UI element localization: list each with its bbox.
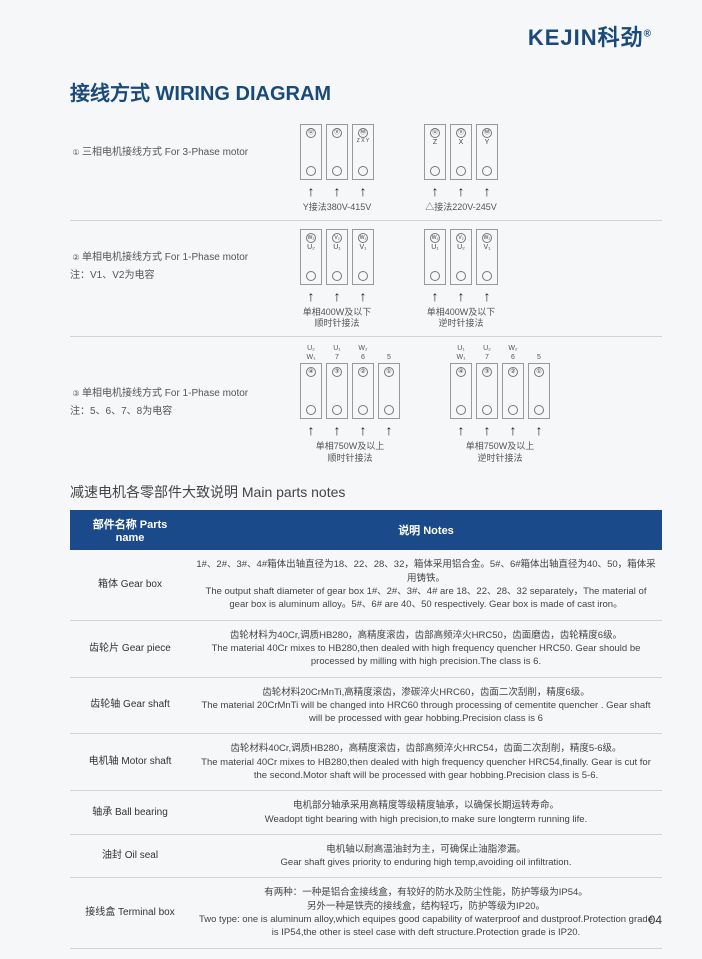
- brand-logo: KEJIN科劲®: [70, 20, 662, 52]
- col-partsname: 部件名称 Parts name: [70, 510, 190, 550]
- page-title: 接线方式 WIRING DIAGRAM: [70, 77, 662, 106]
- wiring-row-2: ②单相电机接线方式 For 1-Phase motor 注：V1、V2为电容 W…: [70, 221, 662, 337]
- table-row: 箱体 Gear box1#、2#、3#、4#箱体出轴直径为18、22、28、32…: [70, 550, 662, 620]
- parts-notes-title: 减速电机各零部件大致说明 Main parts notes: [70, 482, 662, 502]
- table-row: 齿轮轴 Gear shaft齿轮材料20CrMnTi,高精度滚齿，渗碳淬火HRC…: [70, 677, 662, 734]
- col-notes: 说明 Notes: [190, 510, 662, 550]
- terminal-group-2b: W₁U₁ V₂U₂ W₂V₁ ↑↑↑ 单相400W及以下 逆时针接法: [424, 229, 498, 330]
- terminal-group-3a: U₂U₁W₂ W₁765 ④ ③ ② ① ↑↑↑↑ 单相750W及以上 顺时针接…: [300, 345, 400, 464]
- parts-table: 部件名称 Parts name 说明 Notes 箱体 Gear box1#、2…: [70, 510, 662, 948]
- table-row: 电机轴 Motor shaft齿轮材料40Cr,调质HB280，高精度滚齿，齿部…: [70, 734, 662, 791]
- table-row: 油封 Oil seal电机轴以耐高温油封为主，可确保止油脂渗漏。 Gear sh…: [70, 834, 662, 878]
- table-row: 齿轮片 Gear piece齿轮材料为40Cr,调质HB280，高精度滚齿，齿部…: [70, 620, 662, 677]
- terminal-group-1b: ⓊZ ⓋX ⓌY ↑↑↑ △接法220V-245V: [424, 124, 498, 214]
- terminal-group-1a: Ⓤ Ⓥ ⓌZ X Y ↑↑↑ Y接法380V-415V: [300, 124, 374, 214]
- terminal-group-2a: W₂U₂ V₂U₁ W₁V₁ ↑↑↑ 单相400W及以下 顺时针接法: [300, 229, 374, 330]
- wiring-row-3: ③单相电机接线方式 For 1-Phase motor 注：5、6、7、8为电容…: [70, 337, 662, 470]
- wiring-row-1: ①三相电机接线方式 For 3-Phase motor Ⓤ Ⓥ ⓌZ X Y ↑…: [70, 116, 662, 221]
- terminal-group-3b: U₁U₂W₂ W₁765 ④ ③ ② ① ↑↑↑↑ 单相750W及以上 逆时针接…: [450, 345, 550, 464]
- table-row: 接线盒 Terminal box有两种：一种是铝合金接线盒，有较好的防水及防尘性…: [70, 878, 662, 948]
- page-number: 04: [649, 913, 662, 927]
- table-row: 轴承 Ball bearing电机部分轴承采用高精度等级精度轴承，以确保长期运转…: [70, 791, 662, 835]
